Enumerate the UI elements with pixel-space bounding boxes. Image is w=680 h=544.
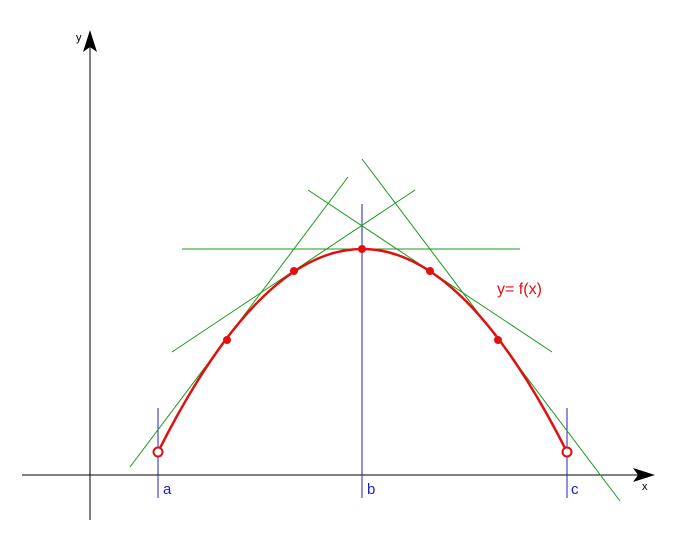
tangents [129, 158, 621, 502]
point [290, 267, 298, 275]
curve-label: y= f(x) [497, 281, 542, 298]
endpoint [561, 446, 573, 458]
point-label: b [367, 481, 375, 498]
point [358, 245, 366, 253]
point [426, 267, 434, 275]
point-label: a [163, 481, 172, 498]
point [494, 336, 502, 344]
x-axis-label: x [642, 481, 648, 493]
x-arrow [633, 468, 655, 482]
y-axis-label: y [76, 32, 82, 44]
point-label: c [571, 481, 579, 498]
endpoint [152, 446, 164, 458]
point [223, 336, 231, 344]
y-arrow [83, 30, 97, 52]
axes [22, 40, 648, 520]
tangent-points [223, 245, 502, 344]
